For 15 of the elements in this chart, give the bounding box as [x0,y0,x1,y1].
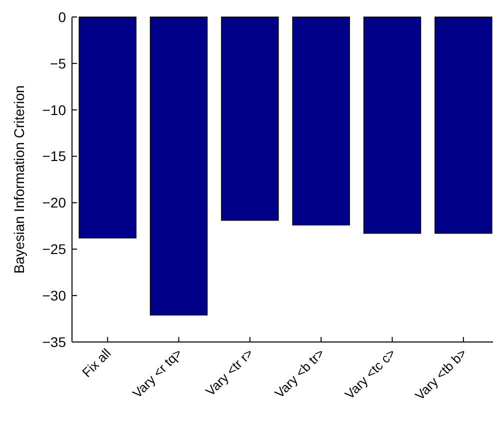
y-axis-title: Bayesian Information Criterion [11,85,27,274]
x-tick-label: Vary <tr r> [202,346,256,399]
x-tick-label: Vary <tb b> [412,346,470,403]
y-tick-label: −10 [42,102,66,118]
y-tick-label: −35 [42,334,66,350]
x-tick-label: Vary <tc c> [342,346,398,402]
x-tick-label: Vary <b tr> [272,346,328,401]
x-tick-label: Vary <r tq> [129,346,185,401]
y-tick-label: 0 [58,8,66,25]
y-tick-label: −25 [42,241,66,258]
y-tick-label: −15 [42,148,66,164]
y-tick-label: −30 [42,287,66,304]
y-tick-label: −5 [50,55,66,72]
x-tick-label: Fix all [79,345,114,380]
y-tick-label: −20 [42,194,66,211]
